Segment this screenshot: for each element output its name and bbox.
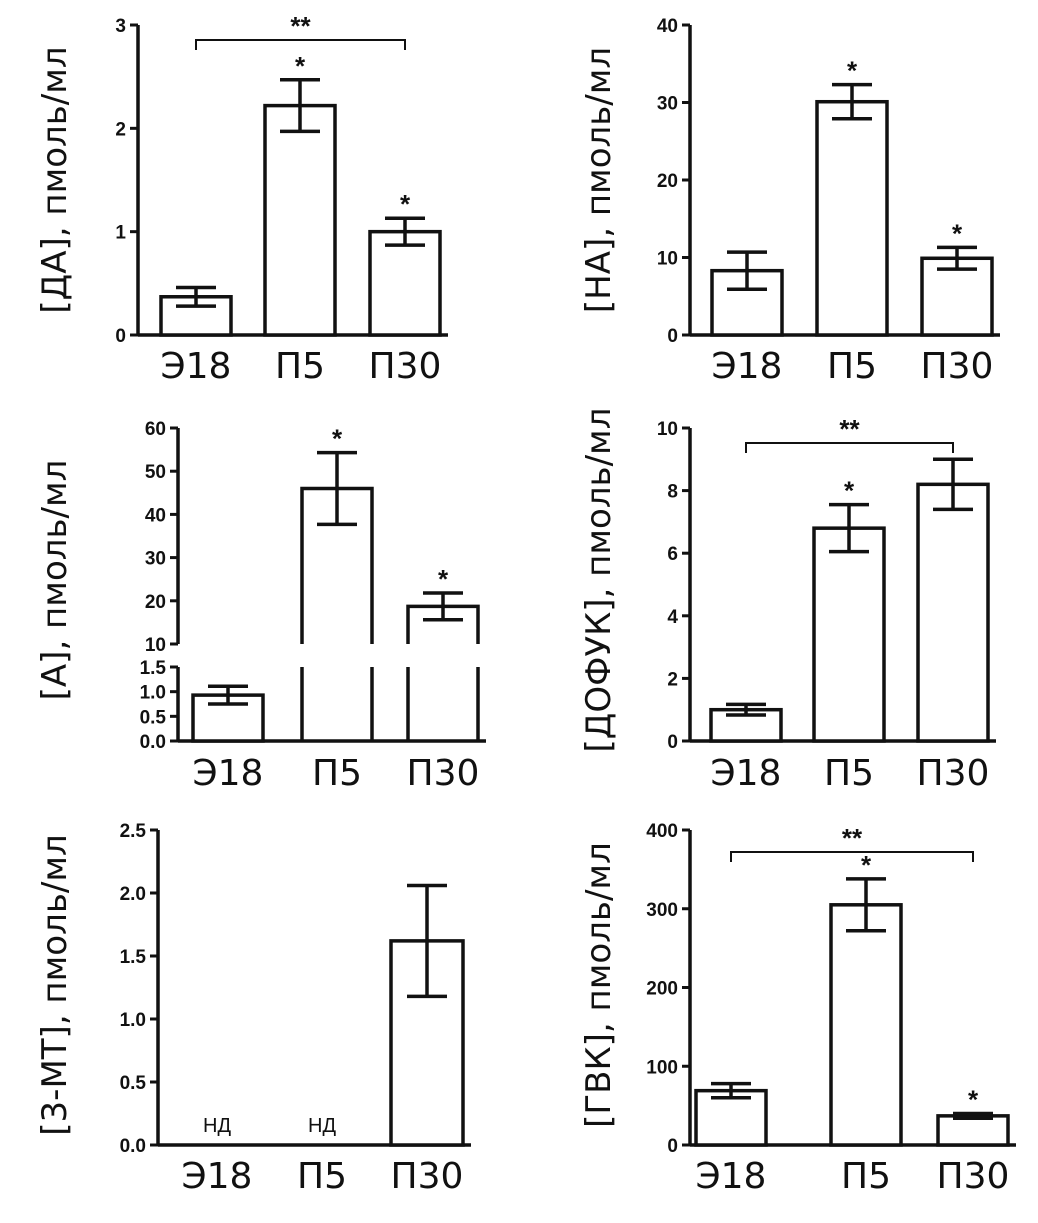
- panel-noradrenaline: 0 10 20 30 40 Э18 * П5 * П30 [НА], пмоль/мл: [579, 16, 1000, 387]
- bracket-label: **: [842, 823, 863, 853]
- y-tick-label: 0: [667, 326, 678, 347]
- x-category-label: Э18: [696, 1156, 767, 1197]
- x-category-label: П30: [369, 346, 442, 387]
- y-tick-label: 1.5: [120, 947, 147, 968]
- bar: [815, 99, 889, 337]
- y-axis-label: [ГВК], пмоль/мл: [579, 842, 619, 1128]
- y-tick-label: 1: [115, 223, 126, 244]
- x-category-label: Э18: [193, 753, 264, 794]
- y-tick-label: 400: [646, 821, 678, 842]
- y-tick-label: 3: [115, 16, 126, 37]
- bar: [916, 482, 990, 743]
- panel-adrenaline: 0.0 0.5 1.0 1.510 20 30 40 50 60 Э18 * П5 * П30 [А], п…: [35, 419, 486, 794]
- y-tick-label: 0.5: [140, 707, 167, 728]
- x-category-label: П5: [841, 1156, 891, 1197]
- x-category-label: П5: [824, 753, 874, 794]
- significance-marker: *: [844, 476, 855, 506]
- panel-dopamine: 0 1 2 3 Э18 * П5 * П30 ** [ДА], пмоль/мл: [35, 11, 448, 387]
- y-tick-label: 8: [667, 482, 678, 503]
- x-category-label: Э18: [161, 346, 232, 387]
- x-category-label: Э18: [182, 1156, 253, 1197]
- y-tick-label: 4: [667, 607, 678, 628]
- x-category-label: П5: [275, 346, 325, 387]
- y-tick-label: 10: [145, 635, 166, 656]
- bar: [920, 256, 994, 337]
- y-axis-label: [3-МТ], пмоль/мл: [35, 834, 75, 1135]
- y-tick-label: 20: [145, 592, 166, 613]
- y-tick-label: 0: [115, 326, 126, 347]
- y-tick-label: 0.0: [140, 732, 166, 753]
- panel-hva: 0 100 200 300 400 Э18 * П5 * П30 ** [ГВК], пмоль/мл: [579, 821, 1016, 1197]
- y-axis-label: [ДОФУК], пмоль/мл: [579, 408, 619, 753]
- panel-3mt: 0.0 0.5 1.0 1.5 2.0 2.5 НД Э18 НД П5 П30 [3-МТ], пм…: [35, 821, 471, 1197]
- significance-marker: *: [952, 218, 963, 248]
- y-tick-label: 0: [667, 1136, 678, 1157]
- significance-marker: *: [400, 189, 411, 219]
- x-category-label: П30: [407, 753, 480, 794]
- y-axis-label: [А], пмоль/мл: [35, 460, 75, 701]
- y-tick-label: 2: [115, 119, 126, 140]
- y-tick-label: 10: [657, 249, 678, 270]
- y-tick-label: 40: [145, 505, 166, 526]
- bar: [263, 103, 337, 337]
- y-tick-label: 100: [646, 1057, 678, 1078]
- y-tick-label: 20: [657, 171, 678, 192]
- x-category-label: П5: [297, 1156, 347, 1197]
- y-tick-label: 0: [667, 732, 678, 753]
- x-category-label: П30: [391, 1156, 464, 1197]
- y-tick-label: 2.5: [120, 821, 147, 842]
- panel-dopac: 0 2 4 6 8 10 Э18 * П5 П30 ** [ДОФУК], пмоль/мл: [579, 408, 996, 794]
- significance-marker: *: [847, 56, 858, 86]
- significance-marker: *: [861, 850, 872, 880]
- y-tick-label: 50: [145, 462, 166, 483]
- y-tick-label: 2.0: [120, 884, 146, 905]
- x-category-label: П5: [312, 753, 362, 794]
- y-tick-label: 10: [657, 419, 678, 440]
- bar: [829, 903, 903, 1147]
- bracket-label: **: [290, 11, 311, 41]
- x-category-label: Э18: [712, 346, 783, 387]
- not-detected-label: НД: [308, 1115, 336, 1137]
- significance-marker: *: [438, 564, 449, 594]
- significance-marker: *: [968, 1085, 979, 1115]
- bar: [368, 229, 442, 337]
- y-tick-label: 30: [657, 94, 678, 115]
- significance-marker: *: [295, 51, 306, 81]
- y-tick-label: 300: [646, 900, 678, 921]
- x-category-label: П30: [921, 346, 994, 387]
- significance-bracket: [745, 442, 954, 453]
- y-tick-label: 1.0: [140, 683, 166, 704]
- y-tick-label: 200: [646, 979, 678, 1000]
- y-tick-label: 0.5: [120, 1073, 147, 1094]
- x-category-label: П30: [917, 753, 990, 794]
- bar: [812, 526, 886, 743]
- y-tick-label: 1.0: [120, 1010, 146, 1031]
- y-tick-label: 40: [657, 16, 678, 37]
- y-axis-label: [ДА], пмоль/мл: [35, 46, 75, 313]
- y-tick-label: 6: [667, 544, 678, 565]
- y-tick-label: 60: [145, 419, 166, 440]
- y-tick-label: 1.5: [140, 658, 167, 679]
- significance-bracket: [730, 851, 974, 862]
- y-tick-label: 30: [145, 549, 166, 570]
- y-axis-label: [НА], пмоль/мл: [579, 47, 619, 313]
- bracket-label: **: [839, 414, 860, 444]
- x-category-label: П30: [937, 1156, 1010, 1197]
- y-tick-label: 2: [667, 669, 678, 690]
- bar: [936, 1114, 1010, 1147]
- significance-bracket: [195, 39, 406, 50]
- x-category-label: П5: [827, 346, 877, 387]
- significance-marker: *: [332, 424, 343, 454]
- not-detected-label: НД: [203, 1115, 231, 1137]
- x-category-label: Э18: [711, 753, 782, 794]
- y-tick-label: 0.0: [120, 1136, 146, 1157]
